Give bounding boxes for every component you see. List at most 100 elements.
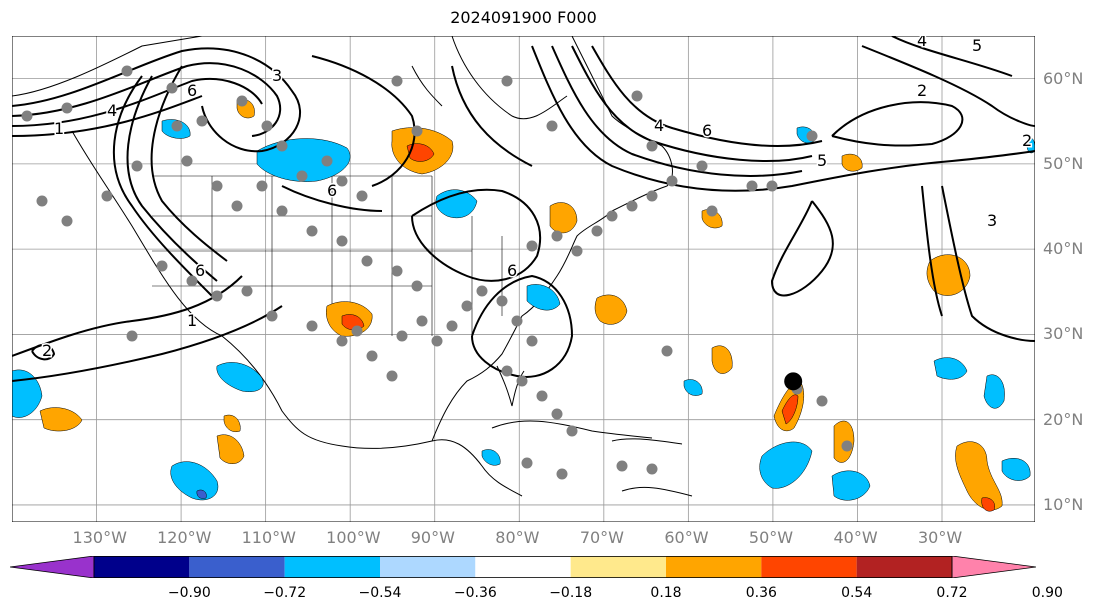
map-title: 2024091900 F000 (450, 8, 597, 27)
station-dot (336, 175, 348, 187)
station-dot (816, 395, 828, 407)
station-dot (121, 65, 133, 77)
longitude-label: 110°W (241, 528, 296, 547)
station-dot (196, 115, 208, 127)
station-dot (536, 390, 548, 402)
contour-label: 6 (702, 121, 712, 140)
colorbar-tick-label: −0.54 (358, 585, 402, 601)
contour-label: 4 (654, 116, 664, 135)
colorbar-tick-label: 0.90 (1031, 585, 1063, 601)
weather-map: 1 4 6 3 6 6 4 6 5 3 2 2 5 4 1 2 6 (12, 36, 1035, 522)
station-dot (386, 370, 398, 382)
station-dot (431, 335, 443, 347)
station-dot (746, 180, 758, 192)
contour-label: 6 (187, 81, 197, 100)
station-dot (171, 120, 183, 132)
station-dot (646, 190, 658, 202)
station-dot (476, 285, 488, 297)
station-dot (461, 300, 473, 312)
latitude-label: 40°N (1043, 239, 1084, 259)
station-dot (306, 225, 318, 237)
colorbar (10, 556, 1036, 578)
station-dot (566, 425, 578, 437)
longitude-label: 50°W (748, 528, 794, 547)
station-dot (646, 463, 658, 475)
station-dot (526, 335, 538, 347)
station-dot (516, 375, 528, 387)
station-dot (606, 210, 618, 222)
station-dot (501, 75, 513, 87)
colorbar-tick-label: −0.72 (263, 585, 307, 601)
station-dot (236, 95, 248, 107)
station-dot (276, 140, 288, 152)
latitude-label: 10°N (1043, 494, 1084, 514)
station-dot (766, 180, 778, 192)
station-dot (336, 235, 348, 247)
station-dot (591, 225, 603, 237)
colorbar-extend-max (951, 556, 1036, 578)
colorbar-extend-min (10, 556, 95, 578)
longitude-label: 90°W (410, 528, 455, 547)
station-dot (296, 170, 308, 182)
station-dot (551, 230, 563, 242)
anomaly-shading (12, 99, 1035, 512)
contour-label: 4 (107, 101, 117, 120)
station-dot (696, 160, 708, 172)
contour-label: 3 (272, 66, 282, 85)
station-dot (631, 90, 643, 102)
station-dot (396, 330, 408, 342)
colorbar-segment (189, 556, 285, 578)
colorbar-frame (93, 556, 953, 578)
station-dot (211, 180, 223, 192)
station-dot (411, 125, 423, 137)
station-dot (61, 215, 73, 227)
longitude-label: 80°W (495, 528, 540, 547)
contour-label: 5 (972, 36, 982, 55)
station-dot (126, 330, 138, 342)
station-dot (551, 408, 563, 420)
colorbar-tick-label: −0.90 (167, 585, 211, 601)
station-dot (61, 102, 73, 114)
contour-label: 4 (917, 36, 927, 50)
station-dot (351, 325, 363, 337)
colorbar-tick-label: −0.36 (453, 585, 497, 601)
contour-label: 6 (195, 261, 205, 280)
station-dot (526, 240, 538, 252)
station-dots (21, 65, 853, 480)
longitude-label: 30°W (918, 528, 963, 547)
latitude-label: 50°N (1043, 153, 1084, 173)
contour-label: 1 (187, 311, 197, 330)
station-dot (646, 140, 658, 152)
station-dot (256, 180, 268, 192)
station-dot (306, 320, 318, 332)
station-dot (496, 295, 508, 307)
latitude-label: 60°N (1043, 68, 1084, 88)
station-dot (661, 345, 673, 357)
longitude-label: 60°W (664, 528, 709, 547)
station-dot (356, 190, 368, 202)
station-dot (131, 160, 143, 172)
contour-label: 2 (42, 341, 52, 360)
contour-label: 5 (817, 151, 827, 170)
station-dot (166, 82, 178, 94)
contour-label: 2 (917, 81, 927, 100)
station-dot (626, 200, 638, 212)
station-dot (841, 440, 853, 452)
contour-label: 6 (507, 261, 517, 280)
station-dot (556, 468, 568, 480)
latitude-label: 30°N (1043, 324, 1084, 344)
station-dot (366, 350, 378, 362)
station-dot (546, 120, 558, 132)
station-dot (446, 320, 458, 332)
station-dot (391, 75, 403, 87)
station-dot (211, 290, 223, 302)
station-dot (186, 275, 198, 287)
longitude-label: 130°W (72, 528, 127, 547)
longitude-label: 40°W (833, 528, 878, 547)
station-dot (276, 205, 288, 217)
station-dot (706, 205, 718, 217)
station-dot (616, 460, 628, 472)
station-dot (411, 280, 423, 292)
station-dot (501, 365, 513, 377)
station-dot (266, 310, 278, 322)
